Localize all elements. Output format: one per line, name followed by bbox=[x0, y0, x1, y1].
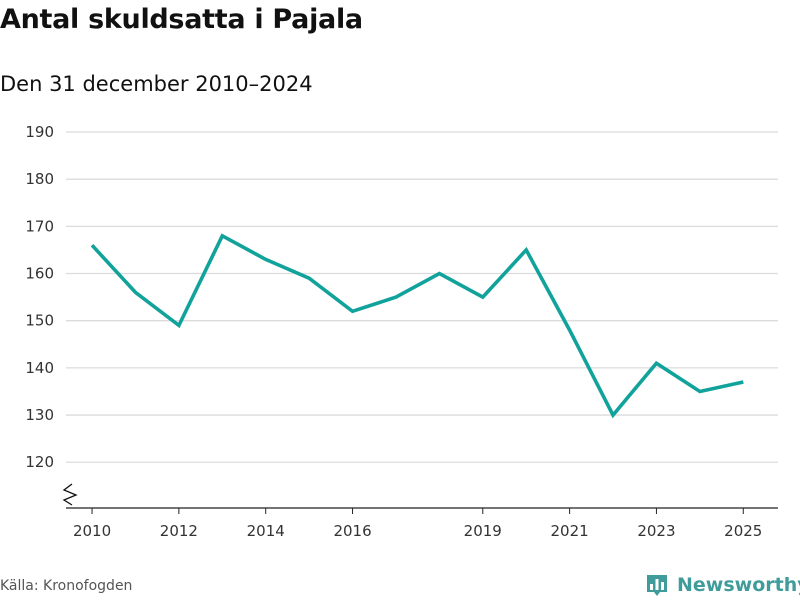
series-layer bbox=[90, 233, 744, 419]
bar-chart-icon bbox=[647, 575, 667, 596]
x-tick-label: 2010 bbox=[73, 522, 111, 540]
x-tick-label: 2023 bbox=[637, 522, 675, 540]
x-axis bbox=[66, 507, 778, 514]
x-axis-labels: 2010 2012 2014 2016 2019 2021 2023 2025 bbox=[73, 522, 762, 540]
x-tick-label: 2016 bbox=[333, 522, 371, 540]
x-tick-label: 2014 bbox=[247, 522, 285, 540]
newsworthy-logo: Newsworthy bbox=[645, 570, 800, 600]
y-tick-label: 130 bbox=[25, 406, 54, 424]
brand-name: Newsworthy bbox=[677, 574, 800, 596]
y-tick-label: 120 bbox=[25, 453, 54, 471]
chart-title: Antal skuldsatta i Pajala bbox=[0, 4, 363, 35]
series-line bbox=[90, 233, 744, 419]
y-axis-labels: 120 130 140 150 160 170 180 190 bbox=[25, 123, 54, 471]
y-tick-label: 140 bbox=[25, 359, 54, 377]
gridlines bbox=[66, 131, 778, 463]
chart-subtitle: Den 31 december 2010–2024 bbox=[0, 72, 313, 96]
x-tick-label: 2019 bbox=[464, 522, 502, 540]
x-tick-label: 2021 bbox=[551, 522, 589, 540]
y-tick-label: 180 bbox=[25, 170, 54, 188]
x-tick-label: 2012 bbox=[160, 522, 198, 540]
y-tick-label: 190 bbox=[25, 123, 54, 141]
x-tick-label: 2025 bbox=[724, 522, 762, 540]
source-note: Källa: Kronofogden bbox=[0, 578, 133, 594]
y-tick-label: 170 bbox=[25, 217, 54, 235]
axis-break-icon bbox=[62, 483, 78, 506]
y-tick-label: 160 bbox=[25, 265, 54, 283]
y-tick-label: 150 bbox=[25, 312, 54, 330]
